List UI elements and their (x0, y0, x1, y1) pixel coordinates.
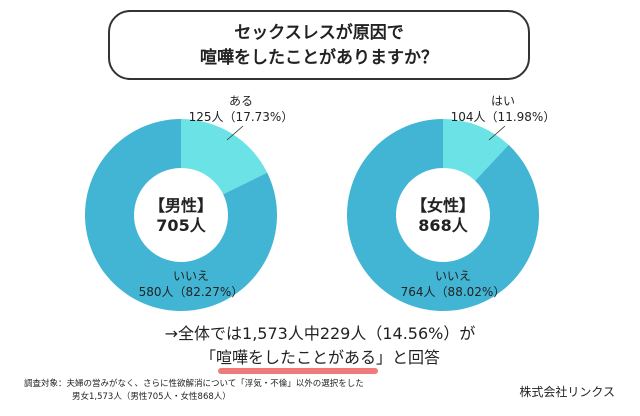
female-yes-name: はい (490, 94, 515, 108)
male-yes-value: 125人（17.73%） (188, 110, 294, 124)
summary: →全体では1,573人中229人（14.56%）が 「喧嘩をしたことがある」と回… (0, 322, 640, 374)
male-center-total: 705人 (156, 216, 206, 235)
female-yes-value: 104人（11.98%） (450, 110, 556, 124)
female-no-label: いいえ 764人（88.02%） (393, 268, 513, 300)
summary-line-2: 「喧嘩をしたことがある」と回答 (0, 346, 640, 374)
female-center-label: 【女性】 (410, 196, 475, 215)
female-slice-1 (347, 119, 540, 311)
survey-note: 調査対象：夫婦の営みがなく、さらに性欲解消について「浮気・不倫」以外の選択をした… (24, 378, 364, 404)
female-center: 【女性】 868人 (393, 196, 493, 236)
female-center-total: 868人 (418, 216, 468, 235)
company-name: 株式会社リンクス (519, 385, 615, 399)
female-yes-label: はい 104人（11.98%） (443, 93, 563, 125)
summary-highlight: 喧嘩をしたことがある (216, 346, 379, 374)
summary-close: 」と回答 (376, 348, 441, 367)
male-no-label: いいえ 580人（82.27%） (131, 268, 251, 300)
female-no-value: 764人（88.02%） (400, 285, 506, 299)
male-center-label: 【男性】 (148, 196, 213, 215)
summary-line-1: →全体では1,573人中229人（14.56%）が (164, 324, 476, 343)
male-yes-label: ある 125人（17.73%） (181, 93, 301, 125)
male-yes-name: ある (228, 94, 253, 108)
female-leader-line (488, 125, 506, 141)
note-line-1: 調査対象：夫婦の営みがなく、さらに性欲解消について「浮気・不倫」以外の選択をした (24, 379, 364, 389)
male-no-value: 580人（82.27%） (138, 285, 244, 299)
male-slice-1 (84, 119, 277, 311)
summary-open-bracket: 「 (199, 348, 216, 367)
male-leader-line (226, 125, 244, 141)
male-center: 【男性】 705人 (131, 196, 231, 236)
female-no-name: いいえ (434, 269, 471, 283)
title-line-1: セックスレスが原因で (234, 23, 404, 43)
title-box: セックスレスが原因で 喧嘩をしたことがありますか？ (108, 10, 530, 80)
male-no-name: いいえ (172, 269, 209, 283)
note-line-2: 男女1,573人（男性705人・女性868人） (72, 392, 231, 402)
female-slice-0 (443, 119, 509, 181)
male-slice-0 (181, 119, 268, 195)
title-line-2: 喧嘩をしたことがありますか？ (200, 48, 438, 68)
